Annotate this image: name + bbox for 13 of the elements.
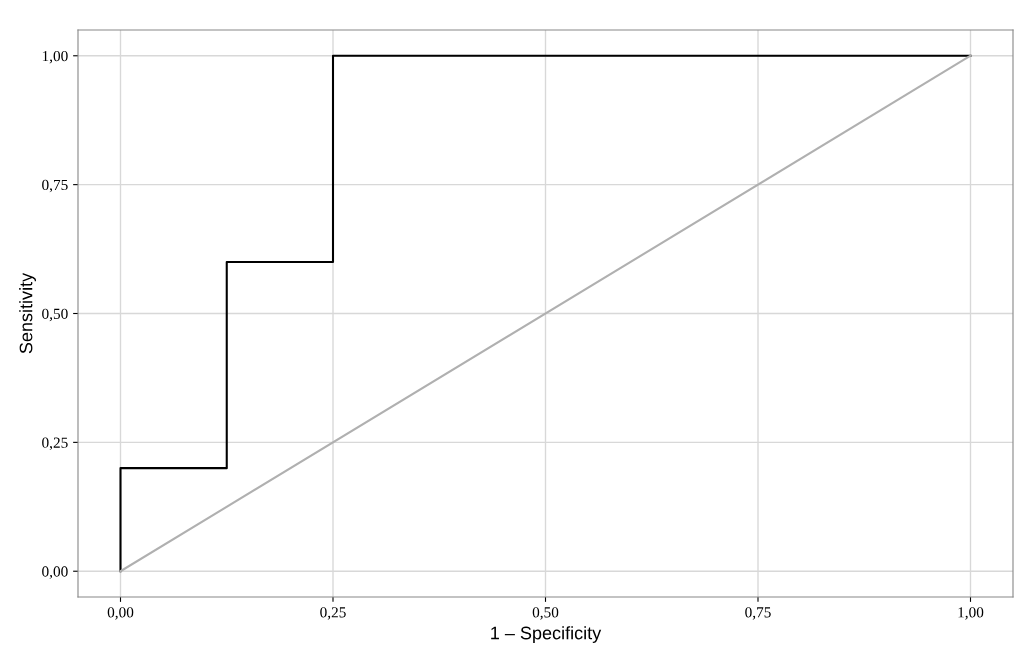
y-tick-label: 0,50 [42, 308, 68, 322]
line-series [119, 54, 972, 573]
y-tick-label: 0,00 [42, 566, 68, 579]
y-tick-label: 0,25 [42, 437, 68, 451]
y-tick-label: 0,75 [42, 179, 68, 193]
x-tick-label: 0,25 [320, 607, 346, 620]
y-axis-title: Sensitivity [19, 272, 36, 354]
x-tick-label: 0,50 [532, 607, 559, 620]
x-axis-title: 1 – Specificity [491, 626, 602, 643]
x-tick-label: 0,75 [745, 607, 771, 620]
x-tick-label: 0,00 [107, 607, 134, 620]
y-tick-label: 1,00 [42, 50, 68, 64]
x-tick-label: 1,00 [958, 607, 984, 620]
